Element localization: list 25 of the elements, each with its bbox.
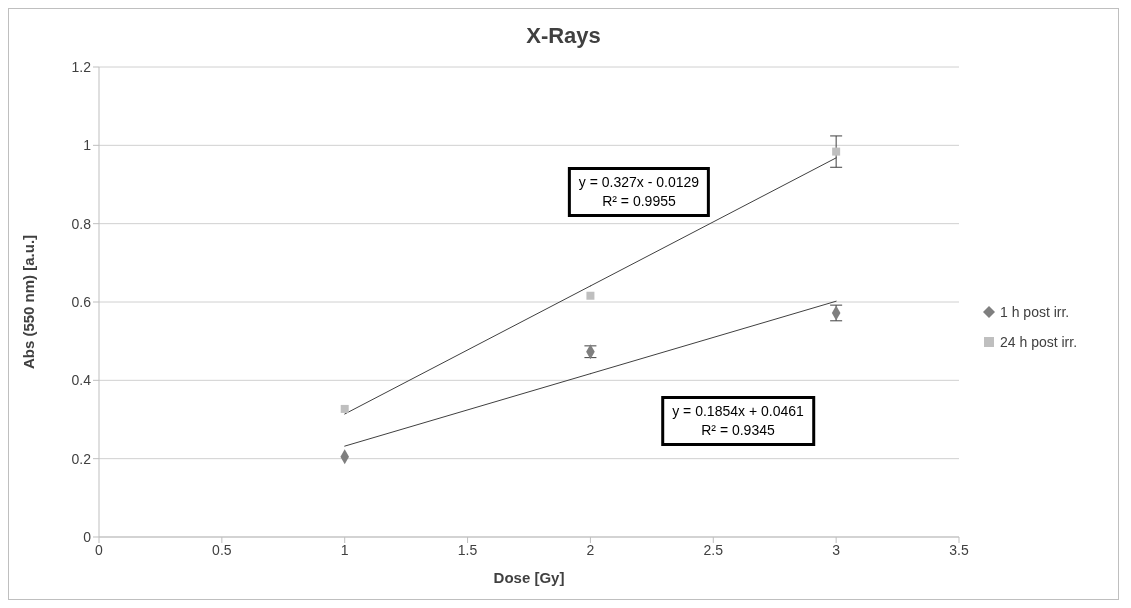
x-tick-label: 1 [340, 541, 349, 558]
annotation: y = 0.327x - 0.0129 R² = 0.9955 [578, 173, 700, 211]
y-tick-label: 0.6 [71, 293, 92, 310]
y-tick-label: 0.8 [71, 215, 92, 232]
point [832, 147, 841, 156]
chart-title: X-Rays [525, 22, 602, 50]
legend-label: 1 h post irr. [1000, 304, 1070, 320]
y-tick-label: 1 [83, 137, 92, 154]
x-tick-label: 3.5 [949, 541, 969, 558]
x-tick-label: 0.5 [212, 541, 232, 558]
x-axis-title: Dose [Gy] [493, 569, 565, 586]
y-tick-label: 0.4 [71, 372, 92, 389]
point [340, 404, 349, 413]
legend-label: 24 h post irr. [1000, 334, 1078, 350]
point [586, 291, 595, 300]
y-tick-label: 0.2 [71, 450, 92, 467]
x-tick-label: 0 [95, 541, 104, 558]
x-tick-label: 1.5 [457, 541, 478, 558]
y-axis-title: Abs (550 nm) [a.u.] [20, 234, 38, 370]
y-tick-label: 1.2 [71, 58, 92, 75]
x-tick-label: 2 [586, 541, 595, 558]
x-tick-label: 3 [832, 541, 841, 558]
annotation: y = 0.1854x + 0.0461 R² = 0.9345 [672, 402, 804, 440]
x-tick-label: 2.5 [703, 541, 724, 558]
y-tick-label: 0 [83, 528, 92, 545]
